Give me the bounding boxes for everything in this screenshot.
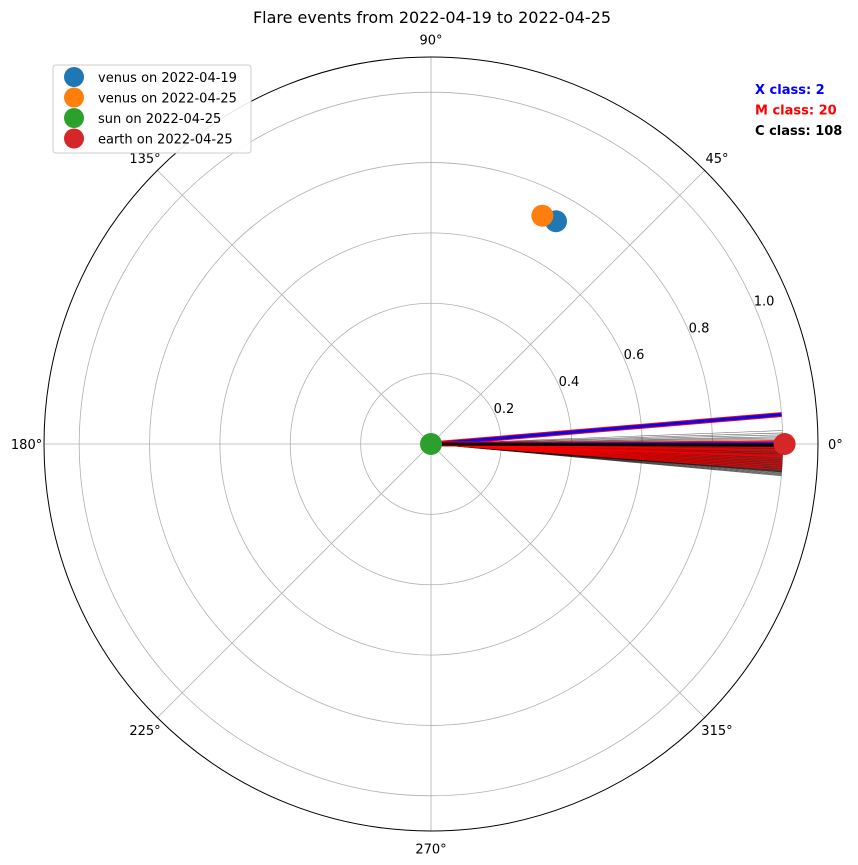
- angle-tick-label: 180°: [11, 438, 42, 453]
- legend-label: venus on 2022-04-19: [98, 71, 237, 86]
- radius-tick-label: 0.2: [494, 402, 515, 417]
- legend: venus on 2022-04-19 venus on 2022-04-25 su…: [52, 64, 252, 154]
- flare-line: [430, 443, 782, 477]
- outer-frame: [43, 56, 819, 832]
- legend-box: [52, 64, 252, 154]
- flare-lines: [430, 412, 783, 477]
- flare-line-x: [430, 413, 782, 446]
- body-markers: [420, 204, 796, 455]
- body-marker: [420, 433, 442, 455]
- flare-line-c-main: [430, 442, 783, 447]
- angle-tick-label: 90°: [419, 34, 442, 49]
- legend-marker: [64, 67, 84, 87]
- angle-tick-label: 315°: [701, 724, 732, 739]
- grid-spoke: [157, 443, 432, 718]
- angle-tick-label: 270°: [415, 842, 446, 857]
- flare-count-label: C class: 108: [755, 124, 842, 139]
- chart-title: Flare events from 2022-04-19 to 2022-04-…: [253, 8, 611, 27]
- angle-tick-label: 45°: [705, 152, 728, 167]
- flare-count-label: X class: 2: [755, 83, 825, 98]
- flare-count-labels: X class: 2 M class: 20 C class: 108: [755, 83, 842, 139]
- legend-label: earth on 2022-04-25: [98, 133, 233, 148]
- angle-tick-label: 225°: [129, 724, 160, 739]
- legend-marker: [64, 128, 84, 149]
- legend-marker: [64, 87, 84, 108]
- grid-spoke: [157, 170, 432, 445]
- angle-tick-label: 135°: [129, 152, 160, 167]
- legend-label: sun on 2022-04-25: [98, 112, 221, 127]
- body-marker: [773, 433, 796, 455]
- radius-tick-label: 0.4: [559, 375, 580, 390]
- radius-tick-labels: 0.2 0.4 0.6 0.8 1.0: [494, 294, 775, 417]
- legend-label: venus on 2022-04-25: [98, 92, 237, 107]
- flare-line: [430, 443, 782, 471]
- body-marker: [531, 204, 554, 227]
- angle-tick-label: 0°: [828, 438, 843, 453]
- radius-tick-label: 0.8: [689, 321, 710, 336]
- grid-spoke: [430, 443, 705, 718]
- legend-marker: [64, 108, 84, 128]
- radius-tick-label: 0.6: [624, 348, 645, 363]
- radius-tick-label: 1.0: [754, 294, 775, 309]
- angle-tick-labels: 0° 45° 90° 135° 180° 225° 270° 315°: [11, 34, 843, 858]
- grid-spoke: [430, 170, 705, 445]
- flare-count-label: M class: 20: [755, 104, 837, 119]
